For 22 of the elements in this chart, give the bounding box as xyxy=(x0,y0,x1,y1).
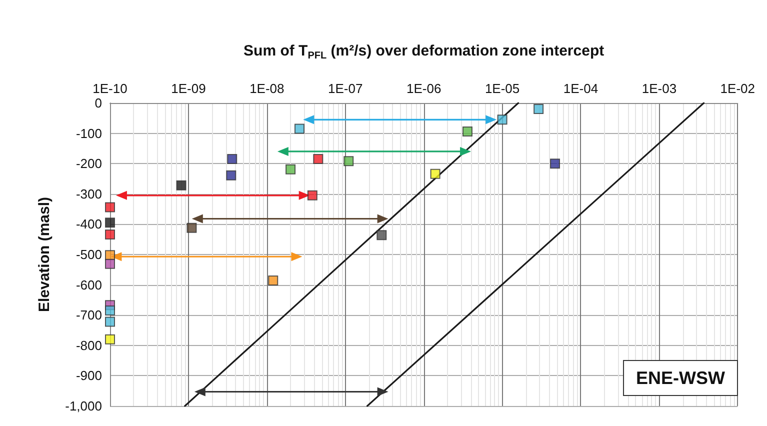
x-tick-label: 1E-03 xyxy=(642,81,677,96)
x-tick-label: 1E-02 xyxy=(720,81,756,96)
y-axis-title: Elevation (masl) xyxy=(36,196,53,312)
y-tick-label: -600 xyxy=(76,277,102,292)
y-tick-label: -200 xyxy=(76,156,102,172)
annotation: ENE-WSW xyxy=(636,368,726,388)
y-tick-label: -900 xyxy=(76,368,102,384)
x-tick-label: 1E-07 xyxy=(328,81,363,96)
y-tick-label: -800 xyxy=(76,338,102,353)
y-tick-label: 0 xyxy=(94,96,102,110)
y-tick-label: -500 xyxy=(76,247,102,262)
x-tick-label: 1E-05 xyxy=(484,81,520,96)
y-tick-label: -700 xyxy=(76,308,102,323)
x-tick-label: 1E-06 xyxy=(406,81,442,96)
y-tick-label: -100 xyxy=(76,126,102,141)
x-tick-label: 1E-09 xyxy=(171,81,206,96)
y-tick-label: -400 xyxy=(76,216,102,232)
x-tick-label: 1E-10 xyxy=(92,81,128,96)
x-tick-label: 1E-08 xyxy=(250,81,284,96)
y-tick-label: -1,000 xyxy=(65,398,102,414)
y-tick-label: -300 xyxy=(76,186,102,202)
x-tick-label: 1E-04 xyxy=(563,81,598,96)
